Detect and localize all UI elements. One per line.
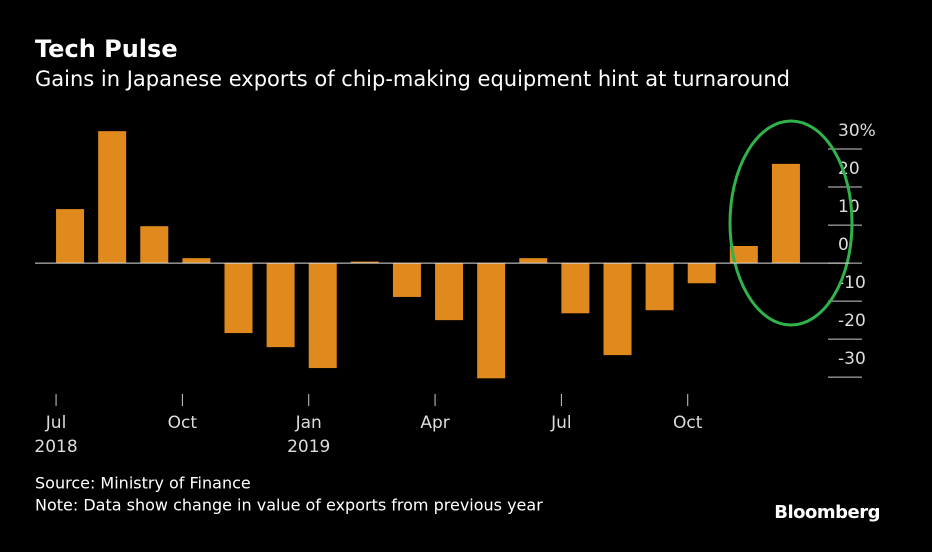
bar <box>645 263 674 311</box>
y-tick-label: 30% <box>838 121 876 141</box>
y-tick-label: -20 <box>838 311 866 331</box>
bar <box>224 263 253 334</box>
bar <box>771 163 800 264</box>
bar <box>56 209 85 264</box>
bar <box>561 263 590 314</box>
brand: Bloomberg <box>774 502 880 523</box>
bar <box>603 263 632 356</box>
x-tick-label: Oct <box>168 413 198 433</box>
source: Source: Ministry of Finance <box>35 474 251 493</box>
x-tick-label: Oct <box>673 413 703 433</box>
y-tick-label: -10 <box>838 273 866 293</box>
y-tick-label: 0 <box>838 235 849 255</box>
x-tick-label: Apr <box>420 413 449 433</box>
x-year-label: 2019 <box>287 437 330 457</box>
y-tick-label: 10 <box>838 197 860 217</box>
bar <box>308 263 337 369</box>
bar <box>392 263 421 297</box>
bar <box>140 226 169 264</box>
x-tick-label: Jul <box>45 413 67 433</box>
bar <box>519 258 548 264</box>
bar <box>182 258 211 264</box>
x-year-label: 2018 <box>34 437 77 457</box>
bar <box>350 261 379 264</box>
chart-title: Tech Pulse <box>35 35 178 63</box>
chart-subtitle: Gains in Japanese exports of chip-making… <box>35 67 790 91</box>
bar <box>687 263 716 284</box>
note: Note: Data show change in value of expor… <box>35 496 543 515</box>
bar <box>435 263 464 321</box>
bar <box>266 263 295 348</box>
bar <box>477 263 506 379</box>
x-tick-label: Jan <box>295 413 322 433</box>
x-tick-label: Jul <box>550 413 572 433</box>
highlight-ellipse <box>728 119 854 327</box>
bar <box>729 245 758 264</box>
y-tick-label: -30 <box>838 349 866 369</box>
bar <box>98 131 127 264</box>
